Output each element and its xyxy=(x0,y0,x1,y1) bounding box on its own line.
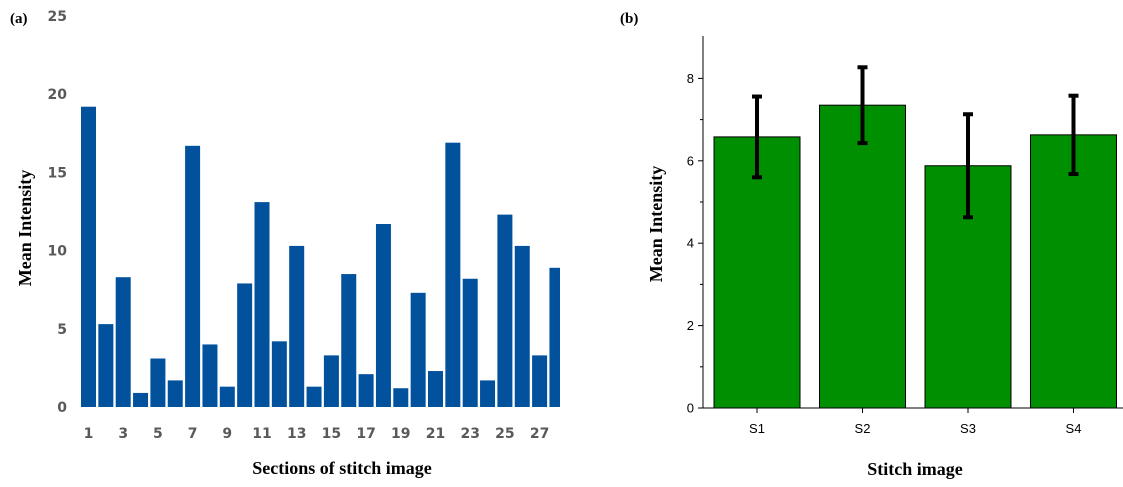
panel-a-y-tick-label: 20 xyxy=(48,87,68,103)
panel-b-y-ticks: 0 2 4 6 8 xyxy=(687,71,703,416)
panel-a-y-tick-label: 10 xyxy=(48,244,68,260)
panel-a-bar xyxy=(428,371,443,407)
panel-a-bar xyxy=(81,106,96,407)
panel-a-x-tick-label: 27 xyxy=(530,426,549,442)
panel-a-label: (a) xyxy=(10,11,28,27)
panel-a-y-axis-title: Mean Intensity xyxy=(15,170,35,287)
panel-b-x-axis-title: Stitch image xyxy=(867,459,962,479)
panel-b-bar xyxy=(1030,134,1117,409)
panel-a-x-tick-label: 1 xyxy=(84,426,94,442)
panel-b-bar xyxy=(819,104,906,409)
panel-a-bar xyxy=(202,344,218,407)
panel-a-x-tick-label: 23 xyxy=(460,426,479,442)
panel-a-bar xyxy=(532,355,548,407)
panel-b-y-axis-title: Mean Intensity xyxy=(646,166,666,283)
panel-a-x-tick-label: 5 xyxy=(153,426,163,442)
panel-a-bar xyxy=(497,214,513,407)
panel-b-y-tick-label: 2 xyxy=(687,318,694,333)
panel-a-y-tick-label: 0 xyxy=(57,400,67,416)
panel-a-bar xyxy=(271,341,287,407)
panel-a-x-tick-label: 3 xyxy=(118,426,128,442)
panel-b-y-tick-label: 6 xyxy=(687,153,694,168)
panel-a-bar xyxy=(254,202,270,407)
panel-a-x-tick-label: 7 xyxy=(188,426,198,442)
panel-a-bar xyxy=(289,245,305,407)
panel-a-bar xyxy=(549,267,560,407)
panel-a-x-tick-label: 21 xyxy=(426,426,445,442)
panel-a-x-tick-label: 15 xyxy=(322,426,341,442)
panel-b-y-tick-label: 8 xyxy=(687,71,694,86)
panel-a-bars xyxy=(81,106,560,407)
panel-b-y-tick-label: 4 xyxy=(687,236,694,251)
panel-a-bar xyxy=(150,358,166,407)
panel-a-bar xyxy=(341,274,357,407)
panel-b-y-tick-label: 0 xyxy=(687,401,694,416)
panel-a-x-tick-label: 13 xyxy=(287,426,306,442)
panel-a-bar xyxy=(375,224,391,407)
panel-b-error-bars xyxy=(752,65,1079,220)
panel-a-x-tick-label: 19 xyxy=(391,426,410,442)
panel-a-x-tick-label: 25 xyxy=(495,426,514,442)
panel-a-y-tick-label: 15 xyxy=(48,165,67,181)
panel-a-x-tick-label: 9 xyxy=(222,426,232,442)
panel-a-bar xyxy=(445,142,461,407)
panel-a-bar xyxy=(133,392,149,407)
panel-a-x-tick-label: 11 xyxy=(252,426,271,442)
panel-a-bar xyxy=(410,292,426,407)
panel-a-bar xyxy=(306,386,322,407)
panel-a-bar xyxy=(393,388,409,407)
panel-a-x-ticks: 1357911131517192123252729 xyxy=(84,426,550,442)
panel-b-bars xyxy=(713,104,1117,409)
panel-b-x-tick-label: S1 xyxy=(749,421,765,436)
panel-a-bar xyxy=(98,324,114,407)
panel-a-bar xyxy=(185,145,201,407)
panel-a-y-ticks: 0 5 10 15 20 25 xyxy=(48,9,68,416)
panel-b-x-tick-label: S4 xyxy=(1066,421,1082,436)
panel-a-x-tick-label: 17 xyxy=(356,426,375,442)
panel-b-x-tick-label: S3 xyxy=(960,421,976,436)
panel-a-bar xyxy=(167,380,183,407)
panel-a-bar xyxy=(219,386,235,407)
panel-b-bar xyxy=(713,136,801,409)
panel-a-x-axis-title: Sections of stitch image xyxy=(252,458,431,478)
panel-a-bar xyxy=(462,278,478,407)
panel-a-bar xyxy=(514,245,530,407)
panel-b-label: (b) xyxy=(620,11,638,27)
panel-a-bar xyxy=(115,277,131,407)
panel-a-y-tick-label: 5 xyxy=(57,322,67,338)
panel-a-bar xyxy=(358,374,374,407)
panel-a-bar xyxy=(480,380,496,407)
panel-a-bar xyxy=(237,283,253,407)
panel-b-x-tick-label: S2 xyxy=(855,421,871,436)
panel-a-bar xyxy=(323,355,339,407)
panel-a-y-tick-label: 25 xyxy=(48,9,67,25)
panel-b-x-ticks: S1 S2 S3 S4 xyxy=(749,408,1081,436)
